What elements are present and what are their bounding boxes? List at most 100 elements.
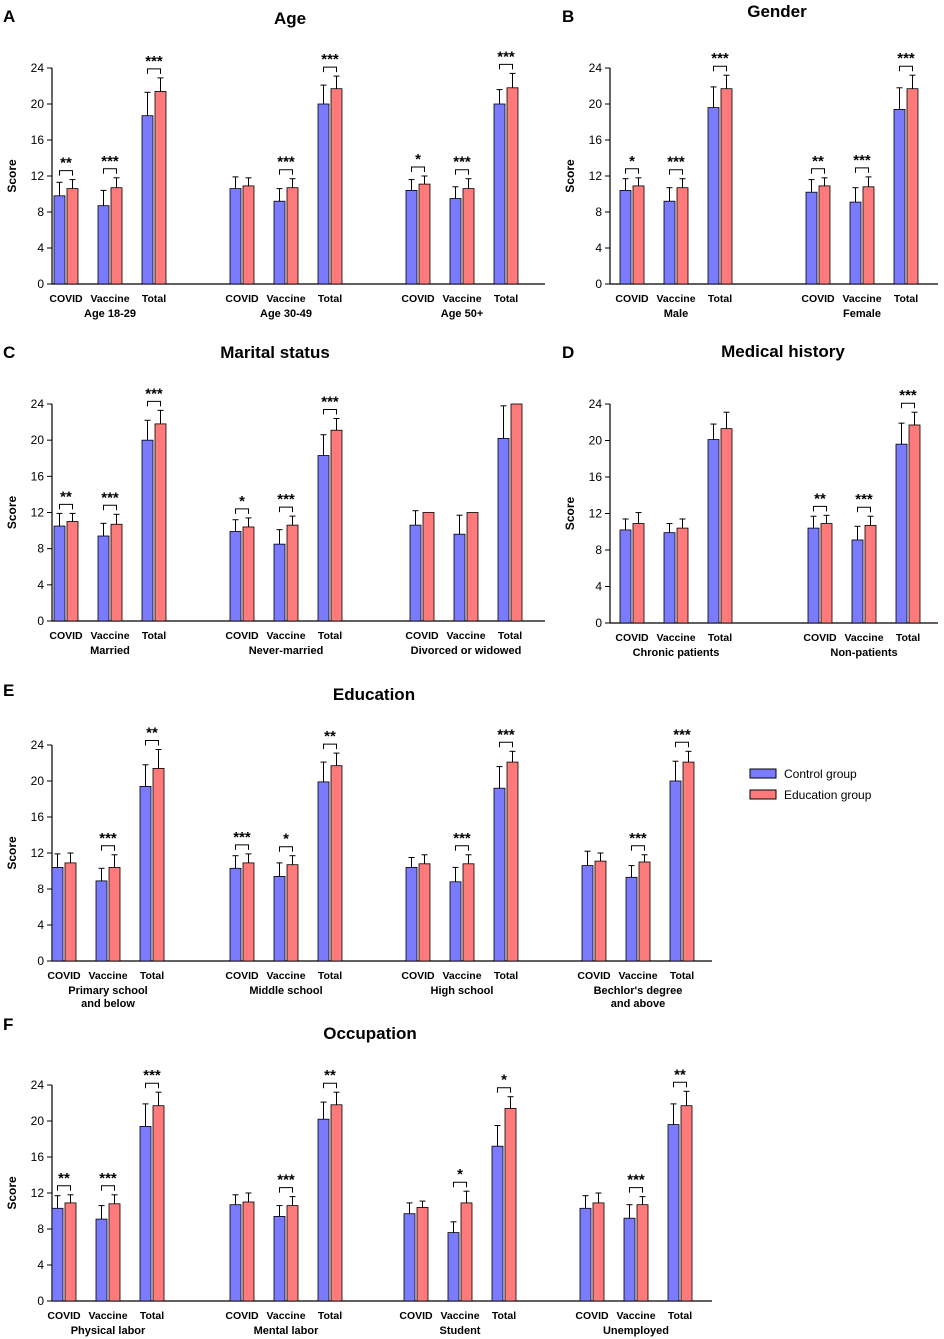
significance-bracket xyxy=(411,166,425,172)
significance-bracket xyxy=(453,1181,467,1188)
bar-control xyxy=(669,780,682,962)
bar-control xyxy=(97,535,110,622)
bar-education xyxy=(720,88,733,285)
significance-label: *** xyxy=(899,387,917,404)
bar-control xyxy=(229,1204,242,1302)
bar-education xyxy=(862,186,875,285)
bar-control xyxy=(805,191,818,285)
y-tick-label: 16 xyxy=(31,469,45,483)
x-tick-label: Total xyxy=(318,293,342,305)
group-label: Divorced or widowed xyxy=(411,645,522,657)
bar-control xyxy=(493,103,506,285)
significance-bracket xyxy=(235,844,249,850)
significance-label: *** xyxy=(277,491,295,508)
significance-label: ** xyxy=(60,488,72,505)
significance-label: *** xyxy=(99,830,117,847)
bar-education xyxy=(632,523,645,624)
x-tick-label: Vaccine xyxy=(440,1310,479,1322)
significance-label: *** xyxy=(101,489,119,506)
y-tick-label: 4 xyxy=(37,578,44,592)
bar-education xyxy=(418,863,431,962)
bar-control xyxy=(447,1232,460,1302)
bar-control xyxy=(453,533,466,622)
x-tick-label: COVID xyxy=(225,970,259,982)
significance-bracket xyxy=(279,1187,293,1193)
group-label: Female xyxy=(843,308,881,320)
x-tick-label: Vaccine xyxy=(266,630,305,642)
significance-bracket xyxy=(59,503,73,510)
bar-education xyxy=(108,1203,121,1302)
y-tick-label: 0 xyxy=(37,614,44,628)
bar-control xyxy=(273,876,286,962)
legend-label-education: Education group xyxy=(784,788,872,802)
significance-label: * xyxy=(457,1166,463,1183)
y-tick-label: 0 xyxy=(37,1294,44,1308)
group-label: Unemployed xyxy=(603,1325,669,1337)
significance-bracket xyxy=(455,845,469,851)
bar-control xyxy=(663,200,676,285)
x-tick-label: COVID xyxy=(49,630,83,642)
x-tick-label: Vaccine xyxy=(90,293,129,305)
bar-control xyxy=(273,543,286,622)
significance-bracket xyxy=(57,1185,71,1191)
bar-control xyxy=(667,1124,680,1302)
significance-label: ** xyxy=(324,728,336,745)
bar-education xyxy=(330,1104,343,1302)
bar-control xyxy=(491,1145,504,1302)
group-label: Married xyxy=(90,645,130,657)
x-tick-label: Total xyxy=(142,630,166,642)
y-tick-label: 0 xyxy=(37,954,44,968)
y-tick-label: 20 xyxy=(589,434,603,448)
x-tick-label: Vaccine xyxy=(266,1310,305,1322)
significance-label: *** xyxy=(101,153,119,170)
x-tick-label: Total xyxy=(670,970,694,982)
bar-education xyxy=(286,524,299,622)
panel-letter: D xyxy=(562,343,574,362)
significance-label: ** xyxy=(146,725,158,742)
x-tick-label: COVID xyxy=(401,293,435,305)
bar-education xyxy=(110,523,123,622)
bar-control xyxy=(229,531,242,622)
x-tick-label: COVID xyxy=(225,293,259,305)
bar-education xyxy=(632,185,645,285)
y-tick-label: 4 xyxy=(37,918,44,932)
x-tick-label: Total xyxy=(318,630,342,642)
x-tick-label: Total xyxy=(894,293,918,305)
bar-education xyxy=(908,424,921,624)
group-label: Bechlor's degree xyxy=(594,985,683,997)
significance-bracket xyxy=(279,169,293,175)
significance-bracket xyxy=(103,168,117,174)
panel-letter: B xyxy=(562,7,574,26)
bar-control xyxy=(95,1218,108,1302)
bar-control xyxy=(51,867,64,962)
significance-bracket xyxy=(101,845,115,851)
panel-title: Marital status xyxy=(220,343,330,362)
y-tick-label: 0 xyxy=(595,616,602,630)
significance-label: *** xyxy=(497,48,515,65)
significance-bracket xyxy=(629,1187,643,1193)
significance-bracket xyxy=(235,508,249,514)
significance-bracket xyxy=(811,168,825,174)
panel-title: Medical history xyxy=(721,342,845,361)
x-tick-label: Vaccine xyxy=(266,293,305,305)
bar-control xyxy=(619,189,632,285)
significance-bracket xyxy=(713,65,727,72)
significance-label: *** xyxy=(627,1172,645,1189)
x-tick-label: Total xyxy=(318,1310,342,1322)
y-tick-label: 12 xyxy=(589,169,603,183)
x-tick-label: Vaccine xyxy=(842,293,881,305)
x-tick-label: COVID xyxy=(47,1310,81,1322)
bar-education xyxy=(416,1207,429,1302)
significance-bracket xyxy=(323,66,337,73)
x-tick-label: Total xyxy=(140,1310,164,1322)
y-tick-label: 24 xyxy=(31,397,45,411)
panel-d: D Medical history Score 0 4 8 12 16 20 24 COVID Vac… xyxy=(562,342,938,659)
bar-control xyxy=(97,205,110,285)
y-tick-label: 16 xyxy=(589,470,603,484)
y-tick-label: 20 xyxy=(31,1114,45,1128)
significance-bracket xyxy=(499,741,513,748)
x-tick-label: COVID xyxy=(803,632,837,644)
x-tick-label: COVID xyxy=(225,630,259,642)
bar-education xyxy=(506,761,519,962)
